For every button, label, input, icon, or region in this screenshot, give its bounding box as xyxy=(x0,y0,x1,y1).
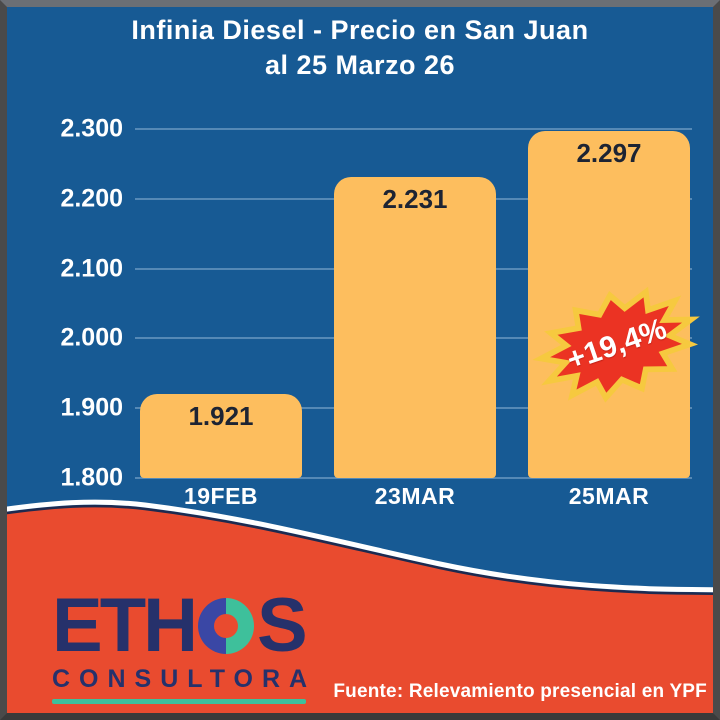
y-tick-label: 2.200 xyxy=(60,184,123,213)
wave-divider xyxy=(0,499,720,720)
brand-wordmark: ETH S xyxy=(52,583,316,668)
starburst-icon xyxy=(532,286,700,403)
chart-title-line2: al 25 Marzo 26 xyxy=(264,50,456,80)
y-tick-label: 1.800 xyxy=(60,463,123,492)
gridline xyxy=(135,128,692,130)
bar-value-label: 1.921 xyxy=(188,400,254,431)
bar-value-label: 2.297 xyxy=(576,138,642,169)
bar-19feb: 1.921 xyxy=(140,393,302,478)
x-axis-label: 23MAR xyxy=(374,483,456,509)
source-note: Fuente: Relevamiento presencial en YPF xyxy=(333,681,707,702)
y-tick-label: 2.300 xyxy=(60,114,123,143)
increase-badge: +19,4% xyxy=(518,261,716,429)
chart-title-line1: Infinia Diesel - Precio en San Juan xyxy=(131,15,589,45)
x-axis-label: 25MAR xyxy=(568,483,650,509)
bar-23mar: 2.231 xyxy=(334,177,496,478)
y-tick-label: 2.000 xyxy=(60,323,123,352)
bar-value-label: 2.231 xyxy=(382,184,448,215)
gridline xyxy=(135,477,692,479)
ethos-logo: ETH S CONSULTORA xyxy=(52,583,317,704)
x-axis-label: 19FEB xyxy=(183,483,259,509)
brand-underline xyxy=(52,699,306,704)
brand-suffix: S xyxy=(257,583,308,668)
brand-prefix: ETH xyxy=(52,583,198,668)
y-tick-label: 2.100 xyxy=(60,254,123,283)
chart-title: Infinia Diesel - Precio en San Juan al 2… xyxy=(0,13,720,83)
brand-subtitle: CONSULTORA xyxy=(52,665,317,693)
ethos-o-icon xyxy=(198,598,254,654)
y-tick-label: 1.900 xyxy=(60,393,123,422)
